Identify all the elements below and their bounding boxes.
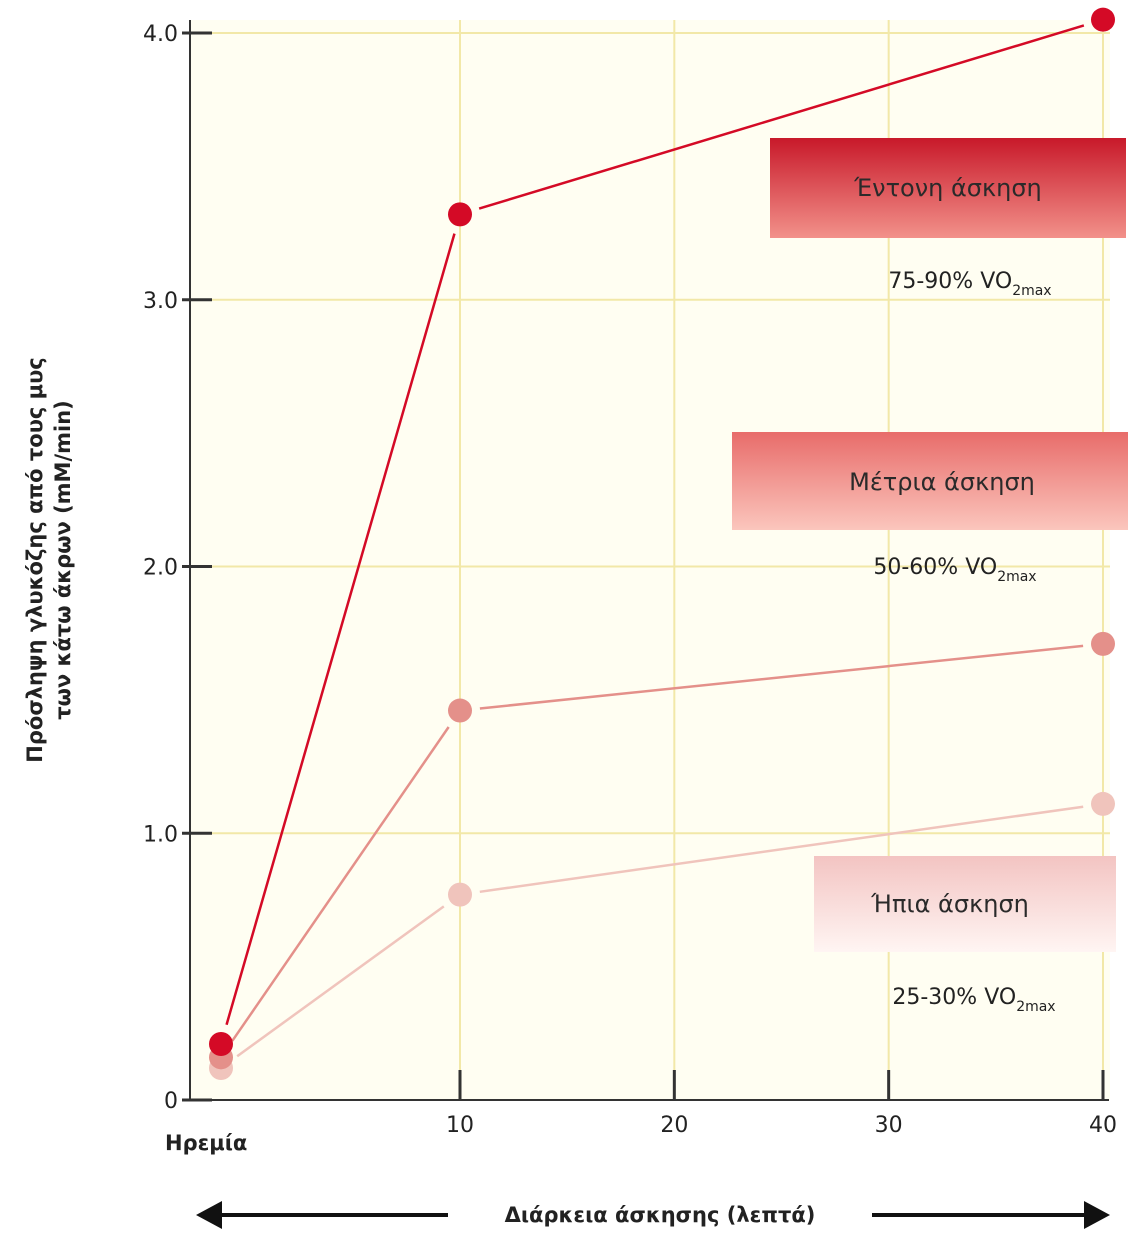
data-point (448, 882, 472, 907)
data-point (1091, 791, 1115, 816)
y-tick-label: 4.0 (143, 22, 178, 47)
x-rest-label: Ηρεμία (165, 1131, 247, 1155)
y-axis-title-line1: Πρόσληψη γλυκόζης από τους μυς (23, 357, 47, 762)
legend-label-moderate: Μέτρια άσκηση (849, 468, 1035, 496)
y-axis-title-line2: των κάτω άκρων (mM/min) (51, 400, 75, 720)
series-line-segment (479, 644, 1084, 710)
y-tick-label: 0 (164, 1089, 178, 1114)
data-point (448, 202, 472, 227)
intensity-label-mild: 25-30% VO2max (892, 985, 1055, 1015)
x-tick-label: 10 (446, 1113, 474, 1138)
ticks: 0 1.0 2.0 3.0 4.0 10 20 30 40 (143, 22, 1117, 1138)
legend-mild: Ήπια άσκηση 25-30% VO2max (814, 856, 1116, 1015)
legend-moderate: Μέτρια άσκηση 50-60% VO2max (732, 432, 1128, 585)
legend-label-mild: Ήπια άσκηση (870, 890, 1029, 918)
x-tick-label: 40 (1089, 1113, 1117, 1138)
x-tick-label: 20 (660, 1113, 688, 1138)
series-line-segment (478, 24, 1085, 210)
legend-box-mild (814, 856, 1116, 952)
intensity-label-moderate: 50-60% VO2max (873, 555, 1036, 585)
legend-box-intense (770, 138, 1126, 238)
series-line-segment (479, 805, 1084, 894)
x-axis-arrow-left-icon (196, 1201, 222, 1229)
data-point (209, 1031, 233, 1056)
legend-label-intense: Έντονη άσκηση (853, 174, 1042, 202)
data-point (448, 698, 472, 723)
x-axis-title: Διάρκεια άσκησης (λεπτά) (505, 1203, 816, 1227)
data-point (1091, 631, 1115, 656)
x-tick-label: 30 (875, 1113, 903, 1138)
series-line-segment (225, 233, 456, 1026)
series-line-segment (231, 726, 450, 1042)
y-tick-label: 2.0 (143, 556, 178, 581)
series-line-segment (236, 905, 445, 1058)
x-axis-title-group: Διάρκεια άσκησης (λεπτά) (196, 1201, 1110, 1229)
x-axis-arrow-right-icon (1084, 1201, 1110, 1229)
data-point (1091, 7, 1115, 32)
y-axis-title: Πρόσληψη γλυκόζης από τους μυς των κάτω … (23, 357, 75, 762)
intensity-label-intense: 75-90% VO2max (888, 269, 1051, 299)
y-tick-label: 1.0 (143, 822, 178, 847)
y-tick-label: 3.0 (143, 289, 178, 314)
legend-intense: Έντονη άσκηση 75-90% VO2max (770, 138, 1126, 299)
axes (189, 20, 1109, 1101)
series-lines (225, 24, 1085, 1058)
series-points (209, 7, 1115, 1080)
legend-box-moderate (732, 432, 1128, 530)
